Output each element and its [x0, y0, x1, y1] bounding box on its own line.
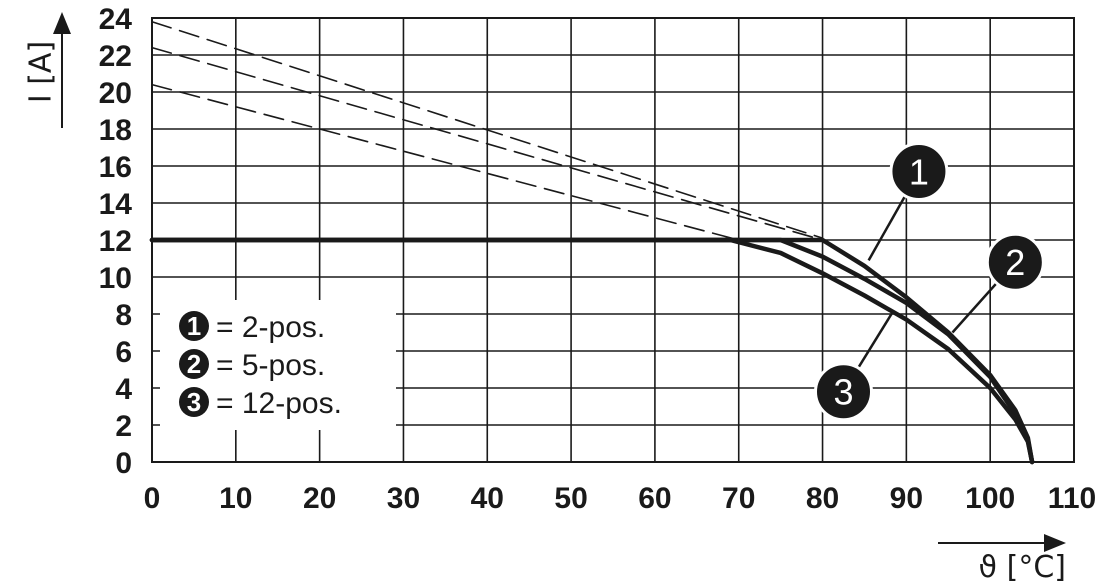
callout-circle [985, 232, 1045, 292]
y-tick-label: 0 [115, 447, 132, 480]
x-tick-label: 100 [965, 482, 1015, 515]
legend-badge [179, 349, 209, 379]
x-axis-arrowhead [1044, 534, 1066, 552]
x-tick-label: 30 [387, 482, 420, 515]
callout-number: 3 [833, 372, 853, 413]
legend: 1 = 2-pos. 2 = 5-pos. 3 = 12-pos. [160, 300, 396, 430]
y-tick-label: 12 [99, 225, 132, 258]
callout-circle [889, 142, 949, 202]
y-tick-label: 24 [99, 3, 133, 36]
dashed-extension-line [151, 46, 824, 241]
x-tick-label: 0 [144, 482, 161, 515]
y-tick-label: 14 [99, 188, 133, 221]
x-tick-label: 10 [219, 482, 252, 515]
x-tick-label: 70 [722, 482, 755, 515]
y-tick-label: 8 [115, 299, 132, 332]
y-tick-label: 22 [99, 40, 132, 73]
y-tick-label: 6 [115, 336, 132, 369]
y-tick-label: 10 [99, 262, 132, 295]
callout-circle [814, 362, 873, 422]
callout-number: 1 [909, 152, 929, 193]
y-tick-label: 4 [115, 373, 132, 406]
legend-badge [179, 387, 209, 417]
legend-label: = 2-pos. [216, 311, 325, 344]
series-callouts: 1 2 3 [814, 142, 1045, 422]
dashed-extension-line [151, 20, 824, 239]
grid-lines [151, 17, 1075, 463]
x-tick-label: 20 [303, 482, 336, 515]
legend-badge-number: 2 [187, 349, 201, 379]
legend-badge [179, 311, 209, 341]
legend-label: = 5-pos. [216, 349, 325, 382]
y-axis-arrowhead [53, 12, 71, 34]
axis-arrows [53, 12, 1066, 552]
y-tick-label: 16 [99, 151, 132, 184]
y-tick-label: 2 [115, 410, 132, 443]
legend-label: = 12-pos. [216, 387, 342, 420]
legend-badge-number: 3 [187, 387, 201, 417]
x-tick-label: 110 [1048, 482, 1096, 515]
derating-curve-3 [149, 237, 1035, 465]
x-axis-label: ϑ [°C] [979, 550, 1066, 585]
x-tick-label: 40 [471, 482, 504, 515]
x-tick-label: 50 [554, 482, 587, 515]
x-tick-label: 90 [890, 482, 923, 515]
x-tick-label: 80 [806, 482, 839, 515]
series-layer [149, 20, 1035, 465]
x-tick-label: 60 [638, 482, 671, 515]
y-tick-label: 18 [99, 114, 132, 147]
dashed-extension-line [151, 83, 740, 241]
legend-badge-number: 1 [187, 311, 201, 341]
callout-number: 2 [1005, 242, 1025, 283]
y-axis-label: I [A] [24, 41, 59, 103]
y-tick-label: 20 [99, 77, 132, 110]
